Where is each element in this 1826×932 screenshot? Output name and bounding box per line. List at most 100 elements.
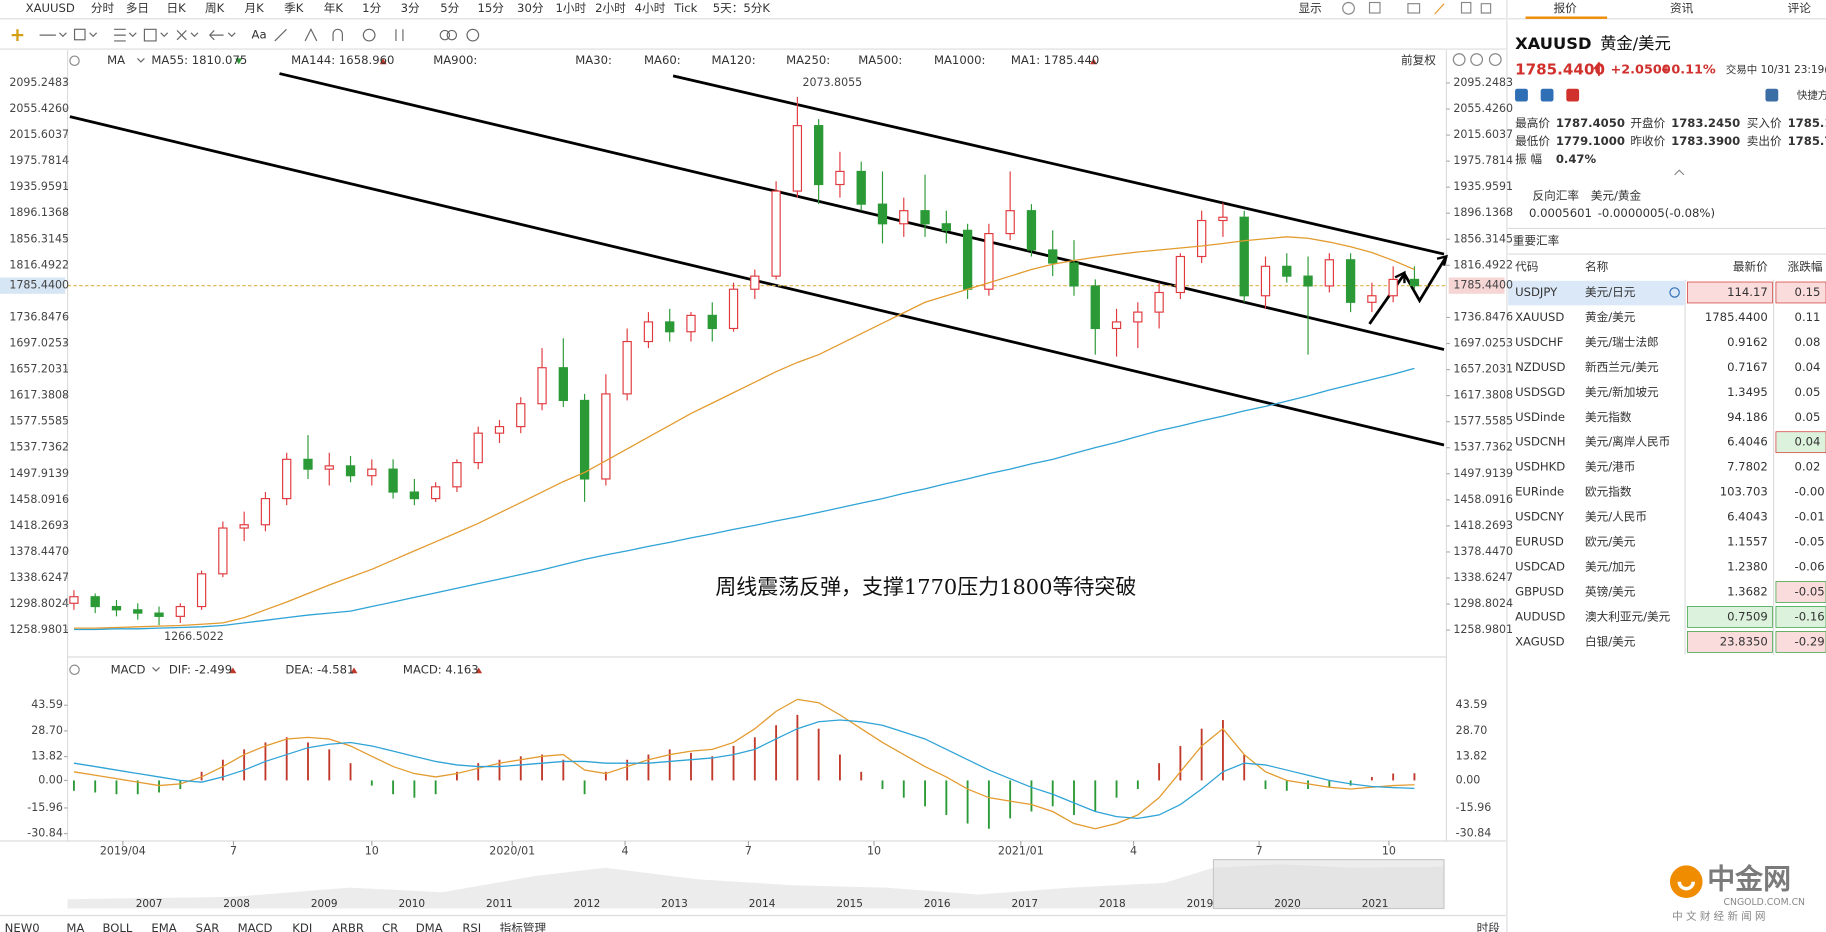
rate-code[interactable]: USDJPY (1515, 285, 1558, 299)
indicator-tab[interactable]: SAR (196, 921, 220, 932)
rate-code[interactable]: USDCHF (1515, 335, 1564, 349)
ma-legend: MA1000: (934, 53, 985, 67)
rate-code[interactable]: NZDUSD (1515, 360, 1565, 374)
rate-code[interactable]: USDCAD (1515, 560, 1565, 574)
period-tab[interactable]: 2小时 (595, 1, 626, 15)
rate-change: -0.05 (1795, 584, 1825, 598)
watermark-brand: 中金网 (1707, 863, 1791, 896)
candle-body (282, 458, 292, 500)
candle-body (1111, 321, 1122, 330)
rate-name: 美元指数 (1585, 410, 1632, 424)
candle-body (1175, 255, 1186, 294)
font-tool[interactable]: Aa (252, 28, 267, 42)
panel-icon[interactable] (1765, 88, 1779, 102)
period-menu[interactable]: 时段 (1477, 921, 1501, 932)
period-tab[interactable]: 多日 (126, 1, 149, 15)
rate-price: 0.7509 (1727, 609, 1768, 623)
window-icons[interactable] (69, 1, 1502, 676)
quick-menu[interactable]: 快捷方 (1797, 89, 1826, 102)
macd-legend: DEA: -4.581 (285, 662, 354, 676)
candle-body (473, 432, 483, 464)
indicator-tab[interactable]: NEW0 (5, 921, 40, 932)
indicator-tab[interactable]: EMA (151, 921, 176, 932)
overview-window[interactable] (1212, 859, 1445, 910)
indicator-tab[interactable]: RSI (462, 921, 481, 932)
period-tab[interactable]: Tick (673, 1, 697, 15)
price-axis-label: 1378.4470 (9, 545, 69, 558)
candle-body (303, 458, 313, 470)
price-axis-label: 2095.2483 (9, 76, 69, 89)
period-tab[interactable]: 4小时 (635, 1, 666, 15)
adjust-mode[interactable]: 前复权 (1401, 53, 1436, 67)
panel-icon[interactable] (1566, 88, 1580, 102)
indicator-tab[interactable]: MACD (238, 921, 273, 932)
price-axis-label: 1338.6247 (9, 571, 69, 584)
indicator-tab[interactable]: DMA (416, 921, 443, 932)
rate-code[interactable]: USDCNH (1515, 435, 1565, 449)
table-header: 涨跌幅 (1788, 259, 1823, 273)
watch-icon[interactable] (1669, 287, 1680, 298)
price-axis-label: 2055.4260 (1453, 102, 1513, 115)
period-tab[interactable]: 5天：5分K (713, 1, 771, 15)
table-header: 代码 (1515, 259, 1538, 273)
display-menu[interactable]: 显示 (1298, 1, 1321, 15)
price-axis-label: 1497.9139 (1453, 467, 1513, 480)
rate-code[interactable]: USDCNY (1515, 510, 1565, 524)
rate-code[interactable]: XAUUSD (1515, 310, 1564, 324)
panel-tab[interactable]: 资讯 (1670, 1, 1694, 15)
indicator-tab[interactable]: CR (382, 921, 398, 932)
macd-axis-label: 0.00 (38, 773, 63, 786)
indicator-tab[interactable]: BOLL (102, 921, 132, 932)
watermark-site: CNGOLD.COM.CN (1724, 897, 1806, 908)
drawing-tools[interactable] (11, 27, 480, 42)
symbol-selector[interactable]: XAUUSD (26, 1, 75, 15)
period-tab[interactable]: 分时 (91, 1, 115, 15)
period-tab[interactable]: 30分 (517, 1, 544, 15)
rate-name: 英镑/美元 (1585, 584, 1636, 598)
chart-annotation: 周线震荡反弹，支撑1770压力1800等待突破 (715, 575, 1136, 599)
time-axis-label: 2019/04 (100, 844, 146, 857)
indicator-tab[interactable]: 指标管理 (500, 921, 547, 932)
price-axis-label: 1935.9591 (1453, 180, 1513, 193)
rate-code[interactable]: EURUSD (1515, 535, 1564, 549)
period-tab[interactable]: 日K (167, 1, 187, 15)
rate-code[interactable]: USDinde (1515, 410, 1565, 424)
year-label: 2019 (1187, 898, 1214, 910)
price-axis-label: 1736.8476 (1453, 310, 1513, 323)
rate-change: 0.11 (1795, 310, 1821, 324)
price-axis-label: 1896.1368 (1453, 206, 1513, 219)
collapse-caret[interactable] (1674, 169, 1685, 176)
period-tab[interactable]: 1分 (362, 1, 381, 15)
period-tab[interactable]: 季K (284, 1, 304, 15)
panel-icon[interactable] (1515, 88, 1528, 102)
period-tab[interactable]: 周K (205, 1, 225, 15)
indicator-tab[interactable]: ARBR (332, 921, 364, 932)
rate-code[interactable]: XAGUSD (1515, 634, 1565, 648)
period-tab[interactable]: 15分 (477, 1, 504, 15)
price-axis-label: 1896.1368 (9, 206, 69, 219)
period-tab[interactable]: 年K (324, 1, 344, 15)
period-tab[interactable]: 1小时 (555, 1, 586, 15)
year-label: 2011 (486, 898, 513, 910)
macd-axis-label: -15.96 (27, 801, 63, 814)
price-axis-label: 1378.4470 (1453, 545, 1513, 558)
rate-name: 美元/港币 (1585, 460, 1635, 474)
candle-body (1048, 249, 1058, 264)
candle-body (239, 524, 249, 529)
indicator-tab[interactable]: KDJ (292, 921, 312, 932)
ma-legend: MA1: 1785.440 (1011, 53, 1099, 67)
rate-code[interactable]: GBPUSD (1515, 584, 1564, 598)
panel-icon[interactable] (1540, 88, 1554, 102)
candle-body (984, 233, 994, 290)
indicator-tab[interactable]: MA (66, 921, 84, 932)
period-tab[interactable]: 3分 (401, 1, 420, 15)
rate-code[interactable]: USDHKD (1515, 460, 1565, 474)
period-tab[interactable]: 月K (245, 1, 265, 15)
rate-code[interactable]: AUDUSD (1515, 609, 1565, 623)
panel-tab[interactable]: 评论 (1788, 1, 1812, 15)
rate-code[interactable]: EURinde (1515, 485, 1564, 499)
panel-tab[interactable]: 报价 (1554, 1, 1578, 15)
candle-body (1388, 278, 1398, 297)
rate-code[interactable]: USDSGD (1515, 385, 1565, 399)
period-tab[interactable]: 5分 (440, 1, 459, 15)
